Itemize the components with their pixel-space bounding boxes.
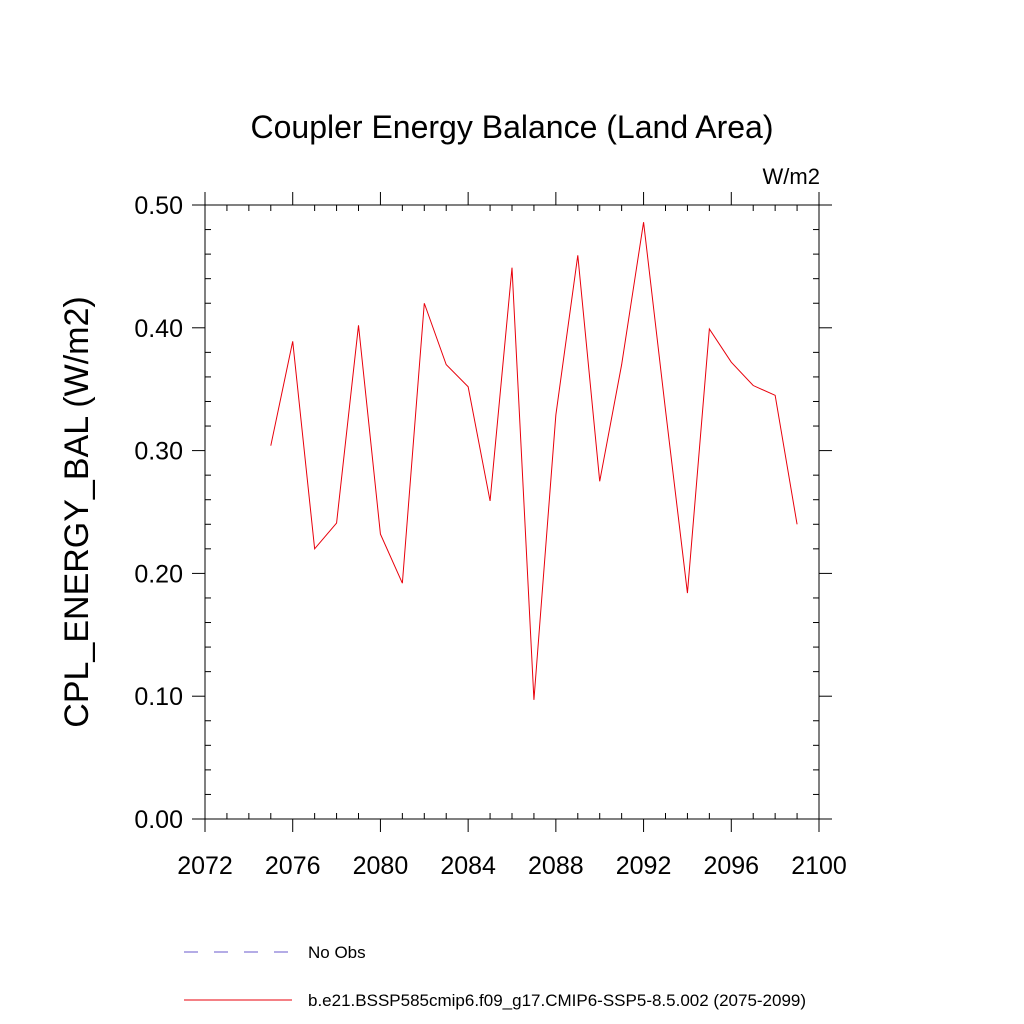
y-tick-label: 0.40 <box>134 315 183 343</box>
x-tick-label: 2084 <box>440 852 496 880</box>
plot-frame <box>204 204 820 820</box>
x-tick-label: 2072 <box>177 852 233 880</box>
x-tick-label: 2096 <box>703 852 759 880</box>
axes: 2072 2076 2080 2084 2088 2092 2096 2100 0.00 0.10… <box>134 192 847 880</box>
y-tick-label: 0.00 <box>134 806 183 834</box>
x-tick-label: 2100 <box>791 852 847 880</box>
x-tick-label: 2092 <box>616 852 672 880</box>
y-axis-label: CPL_ENERGY_BAL (W/m2) <box>58 296 96 727</box>
x-tick-label: 2076 <box>265 852 321 880</box>
series-line-1 <box>270 222 798 700</box>
y-tick-label: 0.20 <box>134 560 183 588</box>
units-label: W/m2 <box>763 164 820 189</box>
x-tick-label: 2080 <box>353 852 409 880</box>
chart-title: Coupler Energy Balance (Land Area) <box>251 109 774 145</box>
legend-label-0: No Obs <box>308 943 366 962</box>
series-layer <box>270 222 798 700</box>
x-tick-label: 2088 <box>528 852 584 880</box>
y-tick-label: 0.50 <box>134 192 183 220</box>
y-tick-label: 0.30 <box>134 438 183 466</box>
legend-label-1: b.e21.BSSP585cmip6.f09_g17.CMIP6-SSP5-8.… <box>308 991 806 1010</box>
legend: No Obs b.e21.BSSP585cmip6.f09_g17.CMIP6-S… <box>184 943 806 1010</box>
y-tick-label: 0.10 <box>134 683 183 711</box>
